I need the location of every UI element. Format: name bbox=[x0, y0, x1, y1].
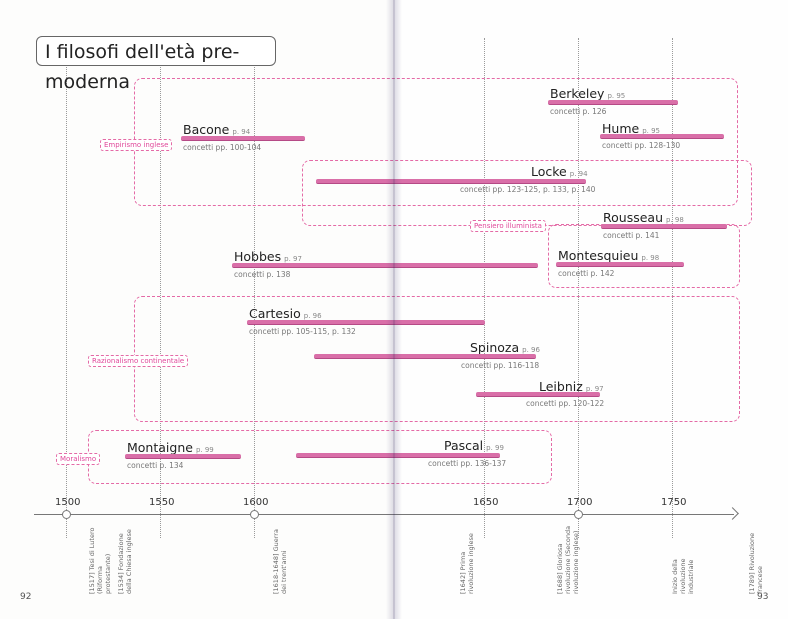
philosopher-montesquieu: Montesquieu p. 98 bbox=[558, 248, 659, 263]
montesquieu-page: p. 98 bbox=[641, 254, 660, 262]
lifespan-bar-hobbes bbox=[232, 263, 538, 268]
spinoza-page: p. 96 bbox=[522, 346, 540, 354]
lifespan-bar-spinoza bbox=[314, 354, 536, 359]
page-title: I filosofi dell'età pre-moderna bbox=[36, 36, 276, 93]
hume-concepts: concetti pp. 128-130 bbox=[602, 141, 681, 150]
hume-page: p. 95 bbox=[642, 127, 661, 135]
gridline-1550 bbox=[160, 38, 161, 538]
philosopher-cartesio: Cartesio p. 96 bbox=[249, 306, 322, 321]
axis-marker-1700 bbox=[574, 510, 583, 519]
tick-1600: 1600 bbox=[243, 497, 269, 508]
hobbes-page: p. 97 bbox=[284, 255, 302, 263]
gridline-1700 bbox=[578, 38, 579, 538]
cartesio-concepts: concetti pp. 105-115, p. 132 bbox=[249, 327, 356, 336]
page-number-right: 93 bbox=[757, 592, 769, 602]
montesquieu-concepts: concetti p. 142 bbox=[558, 269, 615, 278]
locke-page: p. 94 bbox=[569, 170, 588, 178]
tag-razionalismo: Razionalismo continentale bbox=[88, 355, 189, 367]
event-1618: [1618-1648] Guerra dei trent'anni bbox=[272, 529, 288, 594]
lifespan-bar-cartesio bbox=[247, 320, 485, 325]
event-1750: Inizio della rivoluzione industriale bbox=[671, 558, 695, 594]
cartesio-name: Cartesio bbox=[249, 306, 301, 321]
lifespan-bar-rousseau bbox=[601, 224, 727, 229]
tick-1550: 1550 bbox=[149, 497, 175, 508]
lifespan-bar-locke bbox=[316, 179, 586, 184]
axis-marker-1600 bbox=[250, 510, 259, 519]
locke-concepts: concetti pp. 123-125, p. 133, p. 140 bbox=[460, 185, 596, 194]
pascal-concepts: concetti pp. 136-137 bbox=[428, 459, 507, 468]
gridline-1650 bbox=[484, 38, 485, 538]
philosopher-hobbes: Hobbes p. 97 bbox=[234, 249, 302, 264]
timeline-axis bbox=[34, 514, 734, 515]
leibniz-concepts: concetti pp. 120-122 bbox=[526, 399, 605, 408]
gridline-1600 bbox=[254, 38, 255, 538]
lifespan-bar-berkeley bbox=[548, 100, 678, 105]
gridline-1750 bbox=[672, 38, 673, 538]
event-1517: [1517] Tesi di Lutero (Riforma protestan… bbox=[88, 527, 112, 594]
spinoza-name: Spinoza bbox=[470, 340, 520, 355]
lifespan-bar-montesquieu bbox=[556, 262, 684, 267]
philosopher-bacone: Bacone p. 94 bbox=[183, 122, 250, 137]
rousseau-page: p. 98 bbox=[666, 216, 684, 224]
lifespan-bar-leibniz bbox=[476, 392, 600, 397]
berkeley-page: p. 95 bbox=[607, 92, 626, 100]
pascal-page: p. 99 bbox=[486, 444, 504, 452]
bacone-page: p. 94 bbox=[232, 128, 251, 136]
rousseau-name: Rousseau bbox=[603, 210, 663, 225]
tick-1700: 1700 bbox=[567, 497, 593, 508]
montaigne-page: p. 99 bbox=[195, 446, 214, 454]
cartesio-page: p. 96 bbox=[303, 312, 322, 320]
tag-empirismo: Empirismo inglese bbox=[100, 139, 173, 151]
berkeley-name: Berkeley bbox=[550, 86, 605, 101]
lifespan-bar-bacone bbox=[181, 136, 305, 141]
lifespan-bar-hume bbox=[600, 134, 724, 139]
philosopher-pascal: Pascal p. 99 bbox=[444, 438, 504, 453]
event-1642: [1642] Prima rivoluzione inglese bbox=[459, 533, 475, 594]
axis-marker-1500 bbox=[62, 510, 71, 519]
leibniz-page: p. 97 bbox=[585, 385, 604, 393]
philosopher-leibniz: Leibniz p. 97 bbox=[539, 379, 604, 394]
book-spine bbox=[386, 0, 402, 619]
tag-illuminismo: Pensiero illuminista bbox=[470, 220, 546, 232]
bacone-name: Bacone bbox=[183, 122, 230, 137]
berkeley-concepts: concetti p. 126 bbox=[550, 107, 607, 116]
tick-1500: 1500 bbox=[55, 497, 81, 508]
tag-moralismo: Moralismo bbox=[56, 453, 101, 465]
group-razionalismo-frame bbox=[134, 296, 740, 422]
rousseau-concepts: concetti p. 141 bbox=[603, 231, 660, 240]
event-1789: [1789] Rivoluzione francese bbox=[748, 532, 764, 594]
lifespan-bar-montaigne bbox=[125, 454, 241, 459]
philosopher-spinoza: Spinoza p. 96 bbox=[470, 340, 540, 355]
event-1688: [1688] Gloriosa rivoluzione (Seconda riv… bbox=[556, 525, 580, 594]
gridline-1500 bbox=[66, 38, 67, 538]
philosopher-hume: Hume p. 95 bbox=[602, 121, 660, 136]
pascal-name: Pascal bbox=[444, 438, 484, 453]
montaigne-name: Montaigne bbox=[127, 440, 193, 455]
bacone-concepts: concetti pp. 100-104 bbox=[183, 143, 262, 152]
leibniz-name: Leibniz bbox=[539, 379, 583, 394]
philosopher-locke: Locke p. 94 bbox=[531, 164, 588, 179]
hobbes-name: Hobbes bbox=[234, 249, 282, 264]
tick-1650: 1650 bbox=[473, 497, 499, 508]
hume-name: Hume bbox=[602, 121, 640, 136]
event-1534: [1534] Fondazione della Chiesa inglese bbox=[117, 529, 133, 594]
spinoza-concepts: concetti pp. 116-118 bbox=[461, 361, 540, 370]
lifespan-bar-pascal bbox=[296, 453, 500, 458]
page-number-left: 92 bbox=[20, 592, 32, 602]
hobbes-concepts: concetti p. 138 bbox=[234, 270, 291, 279]
montaigne-concepts: concetti p. 134 bbox=[127, 461, 184, 470]
philosopher-montaigne: Montaigne p. 99 bbox=[127, 440, 214, 455]
locke-name: Locke bbox=[531, 164, 567, 179]
montesquieu-name: Montesquieu bbox=[558, 248, 639, 263]
tick-1750: 1750 bbox=[661, 497, 687, 508]
philosopher-berkeley: Berkeley p. 95 bbox=[550, 86, 625, 101]
philosopher-rousseau: Rousseau p. 98 bbox=[603, 210, 684, 225]
